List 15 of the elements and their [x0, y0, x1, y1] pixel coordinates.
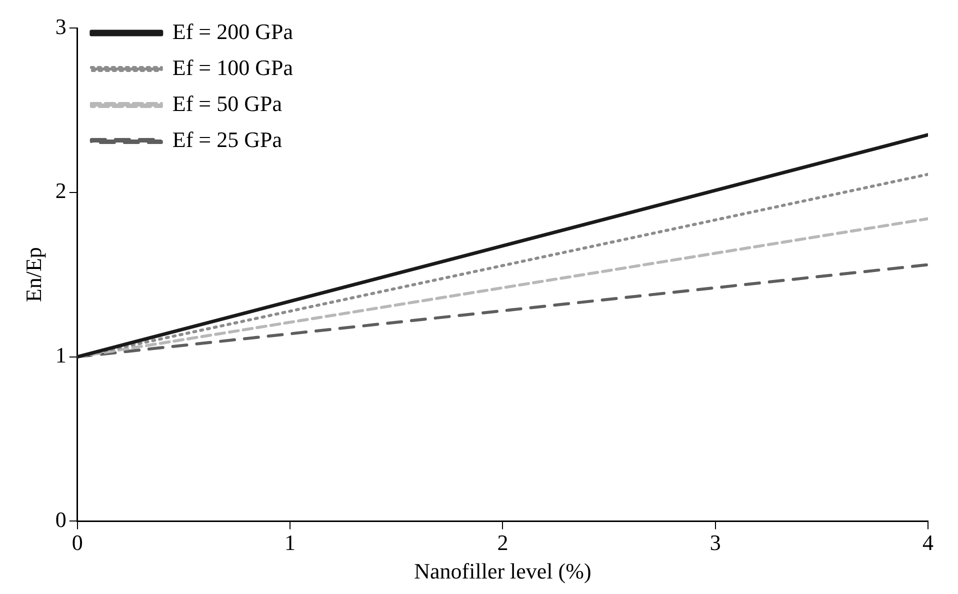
legend-label: Ef = 100 GPa	[172, 54, 294, 80]
x-tick-label: 3	[710, 530, 721, 556]
legend-label: Ef = 200 GPa	[172, 18, 294, 44]
x-axis-title: Nanofiller level (%)	[414, 558, 592, 584]
legend-label: Ef = 25 GPa	[172, 126, 282, 152]
x-tick-label: 0	[72, 530, 83, 556]
legend-label: Ef = 50 GPa	[172, 90, 282, 116]
y-tick-label: 0	[55, 506, 66, 532]
x-tick-label: 2	[497, 530, 508, 556]
x-tick-label: 1	[284, 530, 296, 556]
x-tick-label: 4	[922, 530, 934, 556]
y-tick-label: 1	[55, 342, 66, 368]
y-axis-title: En/Ep	[20, 247, 46, 302]
y-tick-label: 2	[55, 178, 66, 204]
y-tick-label: 3	[55, 14, 66, 39]
